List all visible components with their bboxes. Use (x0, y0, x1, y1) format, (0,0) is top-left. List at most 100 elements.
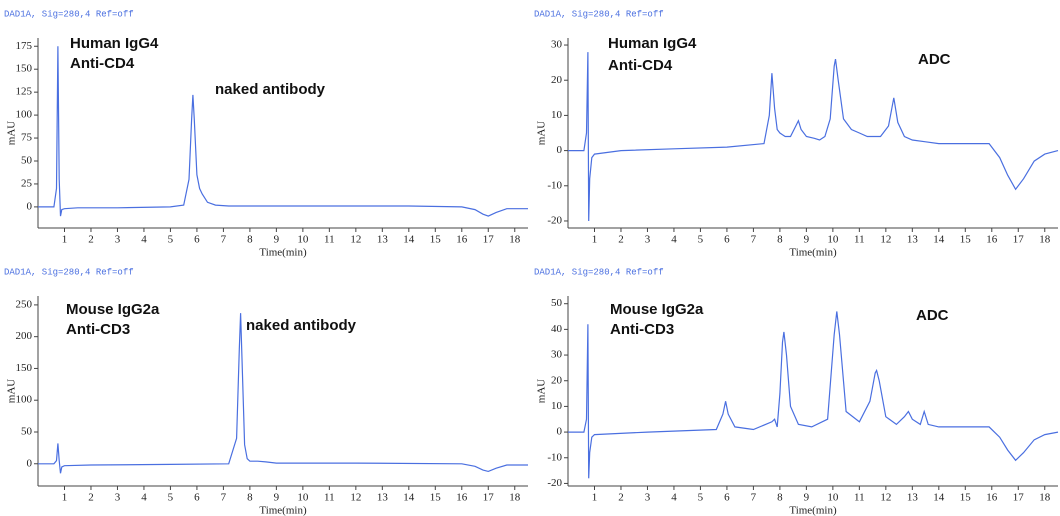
chart-panel: DAD1A, Sig=280,4 Ref=off 0 50 100 150 200 250 1… (4, 267, 528, 516)
annotation: naked antibody (215, 81, 326, 98)
y-axis-title: mAU (536, 121, 548, 146)
y-tick-label: 0 (557, 426, 563, 438)
y-tick-label: 50 (21, 155, 33, 167)
x-tick-label: 2 (618, 234, 624, 246)
x-tick-label: 3 (645, 492, 651, 504)
annotation: naked antibody (246, 317, 357, 334)
x-tick-label: 1 (62, 492, 68, 504)
x-tick-label: 18 (509, 492, 521, 504)
y-tick-label: 10 (551, 109, 563, 121)
x-tick-label: 9 (274, 234, 280, 246)
x-tick-label: 6 (194, 234, 200, 246)
y-tick-label: 10 (551, 400, 563, 412)
annotation: ADC (916, 307, 949, 324)
trace (38, 313, 528, 474)
y-tick-label: 20 (551, 74, 563, 86)
trace (568, 311, 1059, 479)
y-tick-label: 100 (16, 109, 33, 121)
x-tick-label: 15 (960, 234, 972, 246)
x-tick-label: 15 (430, 234, 442, 246)
x-tick-label: 1 (592, 492, 598, 504)
x-tick-label: 13 (907, 492, 919, 504)
x-tick-label: 11 (854, 492, 865, 504)
subtitle: DAD1A, Sig=280,4 Ref=off (4, 9, 134, 19)
x-tick-label: 9 (804, 492, 810, 504)
annotation: Anti-CD4 (608, 57, 673, 74)
annotation: Anti-CD4 (70, 55, 135, 72)
y-axis-title: mAU (6, 379, 18, 404)
x-tick-label: 7 (751, 234, 757, 246)
x-tick-label: 15 (960, 492, 972, 504)
x-tick-label: 4 (671, 234, 677, 246)
y-tick-label: 125 (16, 86, 33, 98)
x-tick-label: 14 (933, 492, 945, 504)
x-tick-label: 7 (221, 492, 227, 504)
trace (38, 46, 528, 217)
x-axis-title: Time(min) (789, 247, 837, 259)
y-tick-label: 150 (16, 63, 33, 75)
x-tick-label: 17 (1013, 492, 1025, 504)
x-tick-label: 2 (88, 492, 94, 504)
x-tick-label: 5 (698, 492, 704, 504)
y-tick-label: -20 (547, 477, 562, 489)
x-tick-label: 10 (297, 234, 309, 246)
y-tick-label: 250 (16, 298, 33, 310)
x-tick-label: 17 (1013, 234, 1025, 246)
x-tick-label: 16 (456, 492, 468, 504)
x-tick-label: 12 (880, 492, 891, 504)
x-tick-label: 13 (377, 492, 389, 504)
x-tick-label: 2 (88, 234, 94, 246)
y-tick-label: 200 (16, 330, 33, 342)
y-tick-label: 0 (27, 200, 33, 212)
x-tick-label: 14 (403, 492, 415, 504)
y-tick-label: -10 (547, 179, 562, 191)
y-tick-label: 20 (551, 374, 563, 386)
y-tick-label: 50 (21, 426, 33, 438)
x-tick-label: 2 (618, 492, 624, 504)
chart-panel: DAD1A, Sig=280,4 Ref=off 0 25 50 75 100 125 150… (4, 9, 528, 259)
x-tick-label: 17 (483, 492, 495, 504)
y-axis-title: mAU (536, 379, 548, 404)
x-tick-label: 11 (324, 234, 335, 246)
x-tick-label: 17 (483, 234, 495, 246)
x-tick-label: 7 (751, 492, 757, 504)
y-tick-label: 75 (21, 132, 33, 144)
annotation: Mouse IgG2a (66, 301, 160, 318)
x-tick-label: 13 (377, 234, 389, 246)
trace (568, 52, 1059, 222)
subtitle: DAD1A, Sig=280,4 Ref=off (4, 267, 134, 277)
y-tick-label: 0 (27, 457, 33, 469)
x-tick-label: 11 (324, 492, 335, 504)
x-tick-label: 16 (986, 492, 998, 504)
x-axis-title: Time(min) (789, 505, 837, 516)
x-tick-label: 3 (115, 492, 121, 504)
y-tick-label: 175 (16, 40, 33, 52)
y-tick-label: 100 (16, 394, 33, 406)
x-tick-label: 4 (141, 234, 147, 246)
y-tick-label: -10 (547, 451, 562, 463)
y-tick-label: 25 (21, 177, 33, 189)
x-tick-label: 16 (456, 234, 468, 246)
x-tick-label: 9 (804, 234, 810, 246)
x-tick-label: 5 (168, 492, 174, 504)
x-tick-label: 8 (247, 234, 253, 246)
annotation: Mouse IgG2a (610, 301, 704, 318)
y-tick-label: 150 (16, 362, 33, 374)
x-tick-label: 6 (724, 492, 730, 504)
x-tick-label: 3 (115, 234, 121, 246)
annotation: Human IgG4 (608, 35, 697, 52)
x-tick-label: 12 (880, 234, 891, 246)
x-tick-label: 18 (1039, 492, 1051, 504)
x-tick-label: 14 (403, 234, 415, 246)
y-tick-label: 40 (551, 323, 563, 335)
x-tick-label: 16 (986, 234, 998, 246)
x-axis-title: Time(min) (259, 247, 307, 259)
x-tick-label: 15 (430, 492, 442, 504)
y-axis-title: mAU (6, 121, 18, 146)
y-tick-label: 30 (551, 349, 563, 361)
subtitle: DAD1A, Sig=280,4 Ref=off (534, 267, 664, 277)
y-tick-label: 30 (551, 39, 563, 51)
y-tick-label: -20 (547, 214, 562, 226)
